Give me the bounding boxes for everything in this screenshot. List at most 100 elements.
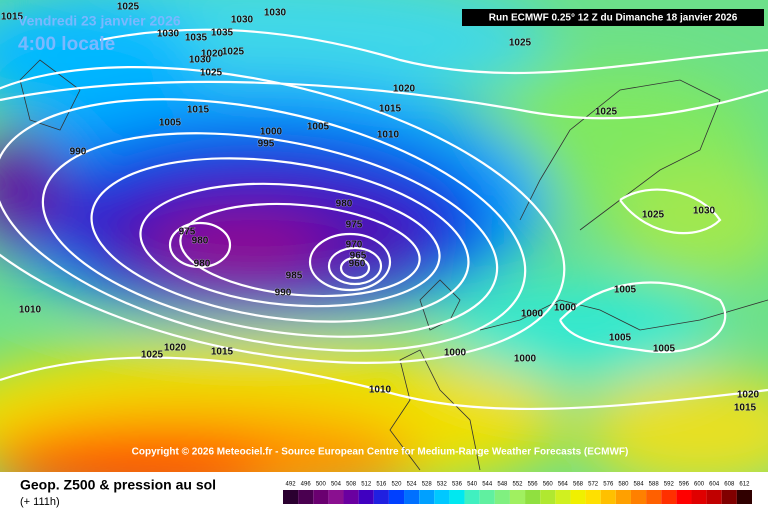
- isobar-label: 1025: [642, 210, 665, 221]
- legend-swatch: [676, 490, 692, 504]
- isobar-lines: [0, 28, 768, 411]
- legend-swatch: [661, 490, 677, 504]
- legend-label: 552: [512, 482, 523, 488]
- isobar-label: 1025: [141, 350, 164, 361]
- legend-swatch: [494, 490, 510, 504]
- legend-swatch: [388, 490, 405, 504]
- legend-swatch: [540, 490, 556, 504]
- isobar-label: 975: [179, 227, 196, 238]
- legend-label: 580: [618, 482, 629, 488]
- legend-swatch: [404, 490, 420, 504]
- isobar-label: 990: [275, 288, 292, 299]
- legend-label: 600: [694, 482, 705, 488]
- legend-label: 528: [422, 482, 433, 488]
- legend-swatch: [706, 490, 722, 504]
- legend-label: 588: [649, 482, 660, 488]
- isobar-label: 960: [349, 259, 366, 270]
- legend-swatch: [630, 490, 647, 504]
- legend-swatch: [721, 490, 737, 504]
- legend-label: 504: [331, 482, 342, 488]
- legend-swatch: [343, 490, 359, 504]
- legend-label: 532: [437, 482, 448, 488]
- legend-swatch: [691, 490, 707, 504]
- isobar-label: 1015: [211, 347, 234, 358]
- isobar-label: 980: [194, 259, 211, 270]
- run-box: [462, 9, 764, 26]
- legend-swatch: [449, 490, 465, 504]
- legend-label: 492: [286, 482, 297, 488]
- isobar-label: 1005: [614, 285, 637, 296]
- isobar-label: 1030: [264, 8, 287, 19]
- legend-swatch: [600, 490, 616, 504]
- legend-swatch: [358, 490, 374, 504]
- legend-swatch: [570, 490, 586, 504]
- legend-swatch: [615, 490, 631, 504]
- legend-swatch: [313, 490, 329, 504]
- isobar-label: 1030: [231, 15, 254, 26]
- legend-label: 500: [316, 482, 327, 488]
- legend-swatch: [479, 490, 495, 504]
- legend-label: 596: [679, 482, 690, 488]
- isobar-label: 1025: [222, 47, 245, 58]
- isobar-label: 1025: [595, 107, 618, 118]
- isobar-label: 1000: [554, 303, 577, 314]
- legend-label: 568: [573, 482, 584, 488]
- legend-swatch: [464, 490, 480, 504]
- isobar-label: 1030: [693, 206, 716, 217]
- isobar-label: 995: [258, 139, 275, 150]
- legend-swatch: [373, 490, 389, 504]
- legend-swatch: [434, 490, 450, 504]
- legend-label: 524: [407, 482, 418, 488]
- isobar-label: 1000: [444, 348, 467, 359]
- isobar-label: 1010: [369, 385, 392, 396]
- forecast-date: Vendredi 23 janvier 2026: [18, 13, 181, 29]
- legend-label: 612: [739, 482, 750, 488]
- isobar-labels: 1015 1025 1030 1030 1030 1035 1035 1025 …: [0, 1, 760, 414]
- copyright: Copyright © 2026 Meteociel.fr - Source E…: [132, 447, 629, 458]
- legend-label: 584: [634, 482, 645, 488]
- isobar-label: 1030: [157, 29, 180, 40]
- legend-label: 496: [301, 482, 312, 488]
- legend-swatch: [555, 490, 571, 504]
- isobar-label: 1020: [393, 84, 416, 95]
- isobar-label: 1025: [200, 68, 223, 79]
- isobar-label: 990: [70, 147, 87, 158]
- legend-label: 604: [709, 482, 720, 488]
- isobar-label: 1015: [379, 104, 402, 115]
- isobar-label: 1000: [260, 127, 283, 138]
- isobar-label: 985: [286, 271, 303, 282]
- legend-label: 592: [664, 482, 675, 488]
- legend-label: 572: [588, 482, 599, 488]
- color-legend: 492 496 500 504 508 512 516 520 524 528 532 536 540 5…: [283, 482, 752, 504]
- isobar-label: 980: [192, 236, 209, 247]
- legend-swatch: [419, 490, 435, 504]
- legend-swatch: [283, 490, 299, 504]
- isobar-label: 1000: [521, 309, 544, 320]
- isobar-label: 1035: [185, 33, 208, 44]
- legend-swatch: [298, 490, 314, 504]
- isobar-label: 1000: [514, 354, 537, 365]
- legend-label: 576: [603, 482, 614, 488]
- legend-swatch: [525, 490, 541, 504]
- legend-label: 548: [497, 482, 508, 488]
- isobar-label: 1020: [164, 343, 187, 354]
- isobar-label: 970: [346, 240, 363, 251]
- legend-label: 540: [467, 482, 478, 488]
- isobar-label: 1015: [187, 105, 210, 116]
- isobar-label: 1020: [737, 390, 760, 401]
- legend-label: 516: [376, 482, 387, 488]
- run-info: Run ECMWF 0.25° 12 Z du Dimanche 18 janv…: [489, 13, 738, 24]
- isobar-label: 1005: [307, 122, 330, 133]
- isobar-label: 975: [346, 220, 363, 231]
- footer-title: Geop. Z500 & pression au sol: [20, 477, 216, 493]
- legend-label: 608: [724, 482, 735, 488]
- isobar-label: 1020: [201, 49, 224, 60]
- legend-swatch: [585, 490, 601, 504]
- legend-swatch: [646, 490, 662, 504]
- legend-label: 508: [346, 482, 357, 488]
- legend-label: 536: [452, 482, 463, 488]
- isobar-label: 1005: [653, 344, 676, 355]
- forecast-time: 4:00 locale: [18, 34, 115, 55]
